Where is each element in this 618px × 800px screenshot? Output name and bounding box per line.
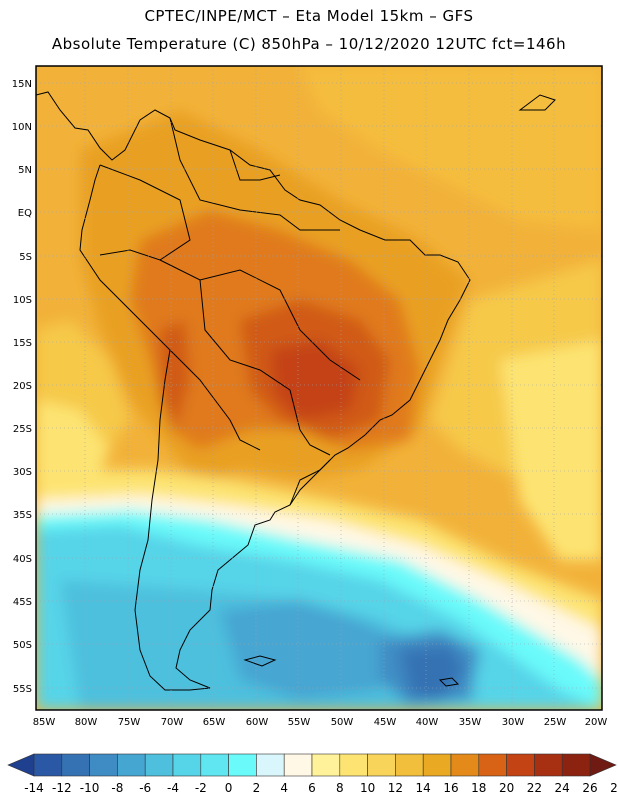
lon-label: 80W	[75, 717, 98, 728]
colorbar-swatch	[144, 753, 174, 777]
lon-label: 70W	[161, 717, 184, 728]
lon-label: 85W	[33, 717, 56, 728]
colorbar-tick-label: 20	[499, 781, 514, 795]
colorbar-tick-label: 24	[555, 781, 570, 795]
temperature-field	[36, 66, 602, 710]
colorbar-swatch	[33, 753, 63, 777]
colorbar-swatch	[311, 753, 341, 777]
lat-label: 20S	[13, 381, 32, 392]
lon-label: 60W	[246, 717, 269, 728]
colorbar-max-arrow	[589, 753, 617, 777]
lon-label: 75W	[118, 717, 141, 728]
lon-label: 65W	[203, 717, 226, 728]
lon-label: 45W	[374, 717, 397, 728]
coastline	[36, 91, 556, 691]
colorbar-tick-label: -12	[52, 781, 72, 795]
colorbar-tick-label: 12	[388, 781, 403, 795]
lat-label: 35S	[13, 510, 32, 521]
colorbar-swatch	[283, 753, 313, 777]
colorbar-swatch	[422, 753, 452, 777]
lon-label: 25W	[544, 717, 567, 728]
chart-title: CPTEC/INPE/MCT – Eta Model 15km – GFS	[144, 7, 474, 25]
colorbar-tick-label: -10	[80, 781, 100, 795]
lat-label: 30S	[13, 467, 32, 478]
colorbar-tick-label: 0	[225, 781, 233, 795]
colorbar-min-arrow	[7, 753, 35, 777]
colorbar-swatch	[200, 753, 229, 777]
colorbar-swatch	[478, 753, 507, 777]
colorbar-tick-label: 18	[471, 781, 486, 795]
colorbar-swatch	[339, 753, 368, 777]
lat-label: 10S	[13, 295, 32, 306]
chart-subtitle: Absolute Temperature (C) 850hPa – 10/12/…	[51, 35, 567, 53]
colorbar-tick-label: 2	[253, 781, 261, 795]
lat-label: 15S	[13, 338, 32, 349]
colorbar-swatch	[256, 753, 285, 777]
colorbar-tick-label: -8	[111, 781, 123, 795]
lat-label: 5N	[18, 165, 32, 176]
lat-label: 45S	[13, 597, 32, 608]
colorbar-swatch	[117, 753, 146, 777]
lat-label: 50S	[13, 640, 32, 651]
colorbar-tick-label: 6	[308, 781, 316, 795]
colorbar-swatch	[534, 753, 563, 777]
colorbar-swatch	[89, 753, 118, 777]
colorbar-swatch	[172, 753, 202, 777]
colorbar-tick-label: 22	[527, 781, 542, 795]
colorbar-tick-label: -2	[195, 781, 207, 795]
colorbar-tick-label: 4	[280, 781, 288, 795]
lon-label: 50W	[331, 717, 354, 728]
colorbar: -14 -12 -10 -8 -6 -4 -2 0 2 4 6 8 10 12 14 16 18 20 22 24 26…	[7, 753, 618, 795]
lat-label: EQ	[18, 208, 32, 219]
colorbar-swatch	[395, 753, 424, 777]
colorbar-tick-label: 14	[416, 781, 431, 795]
latitude-axis: 15N 10N 5N EQ 5S 10S 15S 20S 25S 30S 35S…	[12, 79, 32, 695]
colorbar-tick-label: -14	[24, 781, 44, 795]
lat-label: 25S	[13, 424, 32, 435]
colorbar-swatch	[506, 753, 535, 777]
lon-label: 35W	[459, 717, 482, 728]
lon-label: 40W	[416, 717, 439, 728]
lat-label: 55S	[13, 684, 32, 695]
colorbar-tick-label: 8	[336, 781, 344, 795]
colorbar-tick-label: 26	[582, 781, 597, 795]
colorbar-swatch	[61, 753, 90, 777]
colorbar-tick-label: 16	[443, 781, 458, 795]
lon-label: 20W	[585, 717, 608, 728]
lat-label: 40S	[13, 554, 32, 565]
colorbar-swatch	[450, 753, 480, 777]
lon-label: 55W	[288, 717, 311, 728]
lat-label: 10N	[12, 122, 32, 133]
colorbar-swatch	[367, 753, 396, 777]
colorbar-tick-label: 10	[360, 781, 375, 795]
lon-label: 30W	[502, 717, 525, 728]
colorbar-swatch	[228, 753, 257, 777]
colorbar-tick-label: -4	[167, 781, 179, 795]
lat-label: 5S	[19, 252, 32, 263]
colorbar-swatch	[561, 753, 591, 777]
lat-label: 15N	[12, 79, 32, 90]
colorbar-tick-label: 28	[610, 781, 618, 795]
map-frame	[35, 65, 603, 711]
colorbar-tick-label: -6	[139, 781, 151, 795]
graticule	[36, 66, 602, 710]
longitude-axis: 85W 80W 75W 70W 65W 60W 55W 50W 45W 40W …	[33, 717, 608, 728]
